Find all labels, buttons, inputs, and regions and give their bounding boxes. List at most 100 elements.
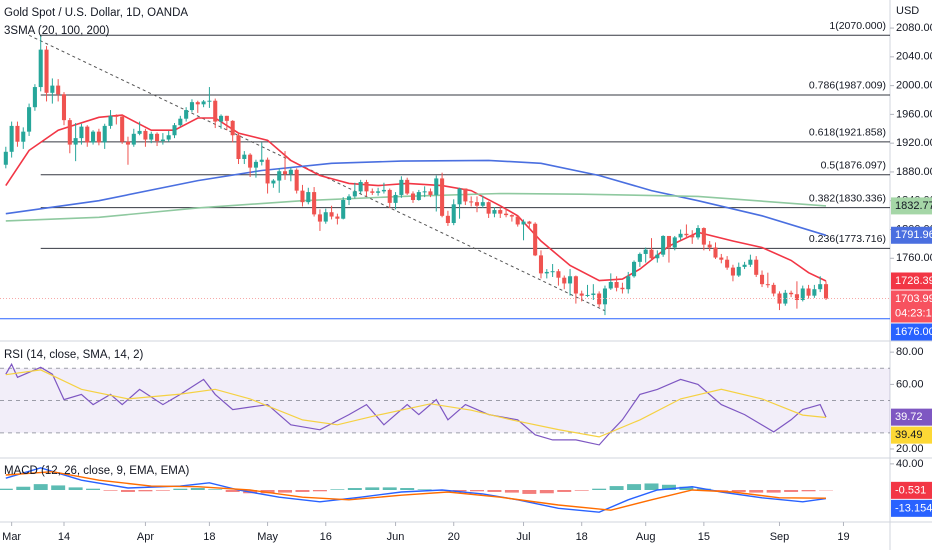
y-tick-label: 60.00 bbox=[896, 378, 924, 390]
candle-body bbox=[440, 178, 445, 216]
histogram-bar bbox=[400, 488, 415, 490]
value-box bbox=[891, 290, 932, 323]
candle-body bbox=[341, 199, 346, 219]
candle-body bbox=[573, 276, 578, 294]
value-box-label: 1728.399 bbox=[895, 275, 932, 287]
candle-body bbox=[259, 159, 264, 162]
candle-body bbox=[649, 249, 654, 259]
histogram-bar bbox=[0, 488, 13, 490]
candle-body bbox=[56, 85, 61, 95]
candle-body bbox=[399, 179, 404, 195]
candle-body bbox=[777, 293, 782, 304]
candle-body bbox=[288, 169, 293, 175]
value-box-label: 1832.773 bbox=[895, 200, 932, 212]
candle-body bbox=[236, 135, 241, 159]
candle-body bbox=[189, 102, 194, 111]
candle-body bbox=[591, 293, 596, 295]
histogram-bar bbox=[784, 490, 799, 492]
candle-body bbox=[812, 289, 817, 296]
candle-body bbox=[690, 235, 695, 238]
candle-body bbox=[253, 161, 258, 168]
y-tick-label: 2080.000 bbox=[896, 22, 932, 34]
value-box bbox=[891, 272, 932, 290]
x-tick-label: 14 bbox=[58, 531, 70, 543]
histogram-bar bbox=[452, 490, 467, 492]
candle-body bbox=[550, 271, 555, 273]
candle-body bbox=[282, 171, 288, 175]
candle-body bbox=[213, 100, 218, 122]
candle-body bbox=[184, 110, 189, 119]
value-box bbox=[891, 226, 932, 244]
candle-body bbox=[457, 188, 462, 205]
candle-body bbox=[230, 120, 235, 136]
histogram-bar bbox=[766, 490, 781, 493]
candle-body bbox=[248, 154, 253, 168]
candle-body bbox=[381, 189, 386, 192]
chart-title: Gold Spot / U.S. Dollar, 1D, OANDA bbox=[4, 7, 188, 19]
candle-body bbox=[149, 133, 154, 140]
histogram-bar bbox=[16, 486, 31, 490]
histogram-bar bbox=[33, 484, 48, 490]
y-tick-label: 20.00 bbox=[896, 443, 924, 455]
x-tick-label: 18 bbox=[576, 531, 588, 543]
fib-label: 0.618(1921.858) bbox=[809, 127, 886, 139]
candle-body bbox=[538, 255, 544, 274]
value-box bbox=[891, 481, 932, 499]
candle-body bbox=[323, 212, 328, 222]
candle-body bbox=[306, 192, 311, 203]
candle-body bbox=[521, 221, 526, 225]
candle-body bbox=[265, 159, 270, 184]
histogram-bar bbox=[731, 490, 746, 492]
value-box bbox=[891, 499, 932, 517]
histogram-bar bbox=[382, 487, 397, 490]
candle-body bbox=[143, 130, 148, 140]
histogram-bar bbox=[86, 488, 101, 490]
macd-line bbox=[5, 470, 827, 511]
candle-body bbox=[416, 192, 421, 200]
candle-body bbox=[172, 125, 177, 136]
histogram-bar bbox=[103, 490, 118, 491]
fib-label: 0.5(1876.097) bbox=[821, 160, 886, 172]
value-box bbox=[891, 197, 932, 215]
rsi-label: RSI (14, close, SMA, 14, 2) bbox=[4, 349, 144, 361]
candle-body bbox=[125, 141, 131, 145]
candle-body bbox=[597, 293, 602, 305]
histogram-bar bbox=[190, 488, 205, 490]
histogram-bar bbox=[609, 486, 624, 490]
histogram-bar bbox=[365, 487, 380, 490]
candle-body bbox=[725, 259, 730, 268]
candle-body bbox=[794, 294, 799, 300]
candle-body bbox=[160, 139, 165, 142]
x-tick-label: Sep bbox=[770, 531, 790, 543]
candle-body bbox=[352, 191, 357, 197]
candle-body bbox=[137, 130, 142, 134]
candle-body bbox=[294, 169, 299, 191]
candle-body bbox=[15, 125, 20, 142]
candle-body bbox=[754, 259, 759, 275]
candle-body bbox=[469, 201, 474, 203]
y-tick-label: 2040.000 bbox=[896, 51, 932, 63]
candle-body bbox=[719, 257, 724, 260]
histogram-bar bbox=[574, 490, 589, 491]
candle-body bbox=[783, 292, 788, 304]
candle-body bbox=[655, 254, 660, 259]
candle-body bbox=[358, 182, 363, 192]
candle-body bbox=[736, 266, 741, 276]
candle-body bbox=[271, 180, 276, 184]
histogram-bar bbox=[627, 484, 642, 490]
candle-body bbox=[486, 202, 491, 214]
candle-body bbox=[533, 223, 538, 256]
candle-body bbox=[661, 235, 666, 255]
candle-body bbox=[178, 118, 183, 126]
candle-body bbox=[219, 115, 224, 122]
histogram-bar bbox=[208, 489, 223, 490]
histogram-bar bbox=[347, 488, 362, 490]
candle-body bbox=[277, 171, 282, 181]
histogram-bar bbox=[592, 488, 607, 490]
rsi-line bbox=[5, 369, 827, 438]
x-tick-label: Jul bbox=[516, 531, 530, 543]
candle-body bbox=[108, 115, 113, 126]
histogram-bar bbox=[51, 485, 66, 490]
candle-body bbox=[85, 126, 90, 143]
